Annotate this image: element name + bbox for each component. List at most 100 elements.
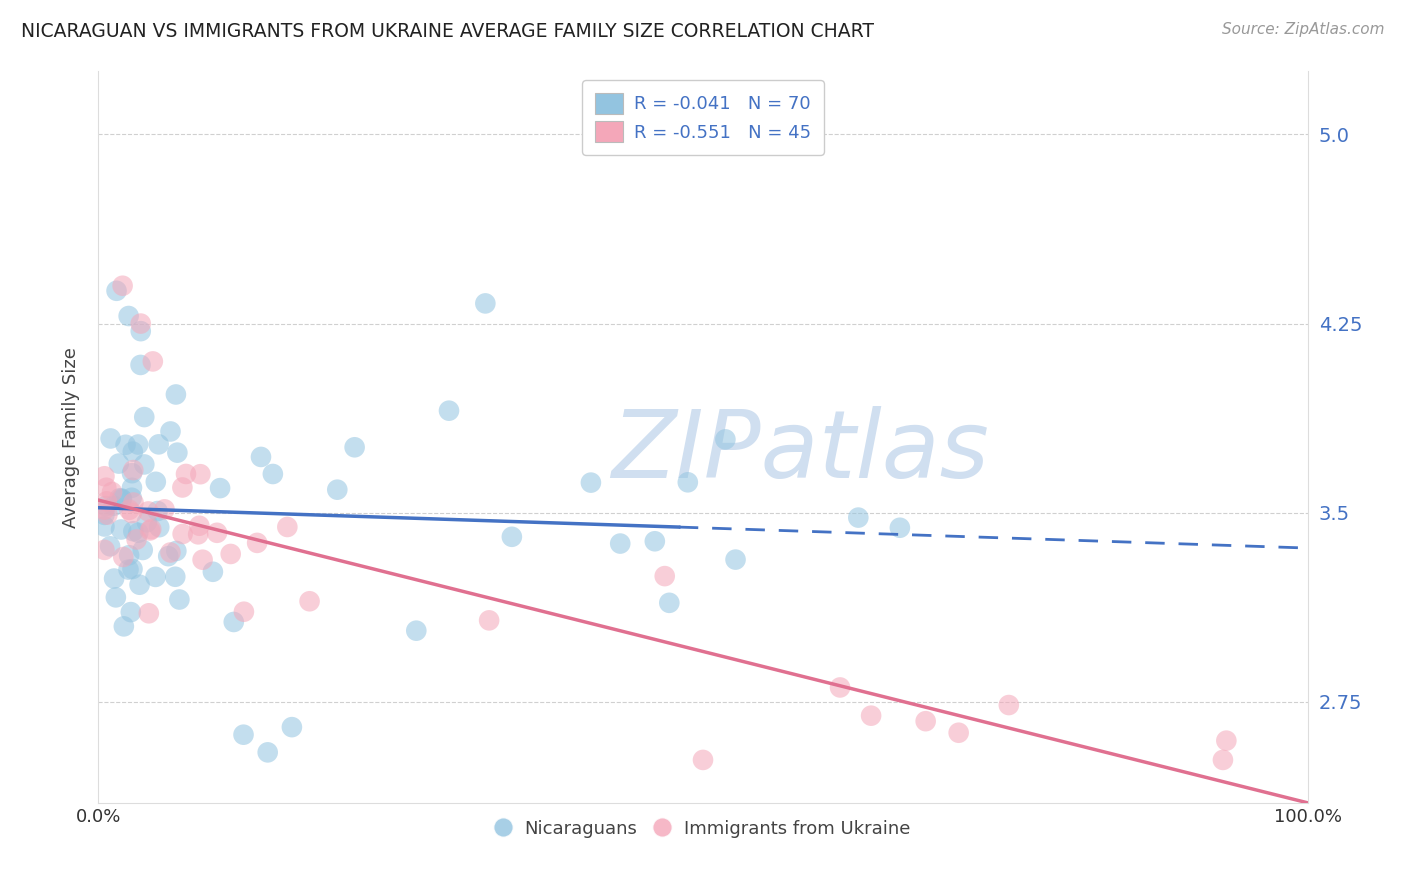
Point: [478, 613, 501, 627]
Point: [187, 527, 209, 541]
Legend: Nicaraguans, Immigrants from Ukraine: Nicaraguans, Immigrants from Ukraine: [488, 813, 918, 845]
Point: [188, 518, 211, 533]
Point: [121, 562, 143, 576]
Point: [209, 481, 232, 495]
Point: [96, 494, 118, 508]
Y-axis label: Average Family Size: Average Family Size: [62, 347, 80, 527]
Point: [889, 521, 911, 535]
Point: [846, 510, 869, 524]
Point: [166, 445, 188, 459]
Point: [93, 519, 115, 533]
Point: [148, 437, 170, 451]
Point: [101, 485, 124, 500]
Point: [326, 483, 349, 497]
Point: [120, 605, 142, 619]
Point: [153, 502, 176, 516]
Point: [121, 466, 143, 480]
Point: [609, 536, 631, 550]
Point: [191, 552, 214, 566]
Point: [169, 592, 191, 607]
Point: [129, 324, 152, 338]
Text: Source: ZipAtlas.com: Source: ZipAtlas.com: [1222, 22, 1385, 37]
Point: [474, 296, 496, 310]
Point: [129, 358, 152, 372]
Point: [250, 450, 273, 464]
Point: [112, 549, 135, 564]
Point: [692, 753, 714, 767]
Point: [118, 548, 141, 562]
Point: [103, 499, 125, 513]
Point: [122, 463, 145, 477]
Point: [145, 475, 167, 489]
Point: [134, 458, 156, 472]
Point: [105, 284, 128, 298]
Point: [437, 403, 460, 417]
Point: [1212, 753, 1234, 767]
Point: [714, 433, 737, 447]
Point: [644, 534, 666, 549]
Point: [121, 491, 143, 505]
Point: [118, 503, 141, 517]
Point: [256, 745, 278, 759]
Point: [125, 533, 148, 547]
Point: [159, 425, 181, 439]
Point: [658, 596, 681, 610]
Point: [121, 481, 143, 495]
Point: [104, 591, 127, 605]
Point: [298, 594, 321, 608]
Point: [96, 508, 118, 522]
Point: [111, 278, 134, 293]
Point: [129, 317, 152, 331]
Point: [654, 569, 676, 583]
Point: [579, 475, 602, 490]
Point: [205, 525, 228, 540]
Point: [111, 492, 134, 507]
Point: [127, 525, 149, 540]
Point: [103, 572, 125, 586]
Point: [122, 524, 145, 539]
Point: [676, 475, 699, 490]
Point: [128, 578, 150, 592]
Point: [93, 502, 115, 516]
Point: [121, 506, 143, 520]
Point: [172, 527, 194, 541]
Point: [948, 725, 970, 739]
Point: [98, 539, 121, 553]
Point: [914, 714, 936, 729]
Point: [145, 570, 167, 584]
Point: [96, 481, 118, 495]
Point: [110, 523, 132, 537]
Point: [262, 467, 284, 481]
Point: [135, 515, 157, 529]
Point: [201, 565, 224, 579]
Point: [117, 563, 139, 577]
Point: [127, 437, 149, 451]
Point: [100, 432, 122, 446]
Point: [276, 520, 298, 534]
Point: [93, 508, 115, 522]
Point: [132, 543, 155, 558]
Point: [142, 354, 165, 368]
Point: [121, 444, 143, 458]
Point: [724, 552, 747, 566]
Point: [174, 467, 197, 481]
Point: [110, 491, 132, 506]
Point: [165, 387, 187, 401]
Point: [134, 410, 156, 425]
Point: [139, 524, 162, 538]
Point: [828, 681, 851, 695]
Point: [190, 467, 212, 482]
Point: [146, 504, 169, 518]
Point: [93, 469, 115, 483]
Point: [860, 708, 883, 723]
Point: [122, 495, 145, 509]
Point: [157, 549, 180, 563]
Point: [222, 615, 245, 629]
Point: [141, 522, 163, 536]
Point: [107, 457, 129, 471]
Point: [246, 536, 269, 550]
Point: [172, 481, 194, 495]
Text: NICARAGUAN VS IMMIGRANTS FROM UKRAINE AVERAGE FAMILY SIZE CORRELATION CHART: NICARAGUAN VS IMMIGRANTS FROM UKRAINE AV…: [21, 22, 875, 41]
Point: [405, 624, 427, 638]
Text: ZIPatlas: ZIPatlas: [610, 406, 988, 497]
